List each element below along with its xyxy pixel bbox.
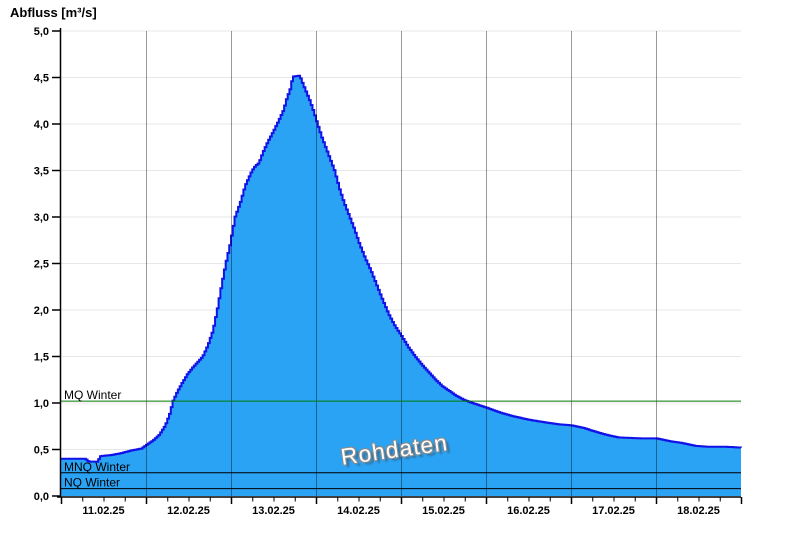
ref-label-mq-winter: MQ Winter	[64, 388, 121, 402]
y-tick-label: 4,5	[34, 73, 49, 85]
x-tick-label: 17.02.25	[592, 505, 635, 517]
x-tick-label: 11.02.25	[82, 505, 124, 517]
x-tick-label: 18.02.25	[677, 505, 720, 517]
x-tick-label: 13.02.25	[252, 505, 295, 517]
y-tick-label: 2,5	[34, 259, 49, 271]
y-tick-label: 4,0	[34, 119, 49, 131]
chart-title: Abfluss [m³/s]	[10, 5, 97, 20]
x-tick-label: 15.02.25	[422, 505, 465, 517]
x-tick-label: 16.02.25	[507, 505, 550, 517]
y-tick-label: 0,5	[34, 445, 49, 457]
y-tick-label: 0,0	[34, 491, 49, 503]
y-tick-label: 5,0	[34, 26, 49, 38]
x-tick-label: 14.02.25	[337, 505, 380, 517]
y-tick-label: 3,0	[34, 212, 49, 224]
ref-label-nq-winter: NQ Winter	[64, 476, 120, 490]
ref-label-mnq-winter: MNQ Winter	[64, 460, 130, 474]
y-tick-label: 1,0	[34, 398, 49, 410]
y-tick-label: 1,5	[34, 352, 49, 364]
discharge-area	[61, 75, 741, 497]
discharge-curve	[61, 74, 742, 463]
x-tick-label: 12.02.25	[167, 505, 210, 517]
y-tick-label: 3,5	[34, 166, 49, 178]
y-tick-label: 2,0	[34, 305, 49, 317]
